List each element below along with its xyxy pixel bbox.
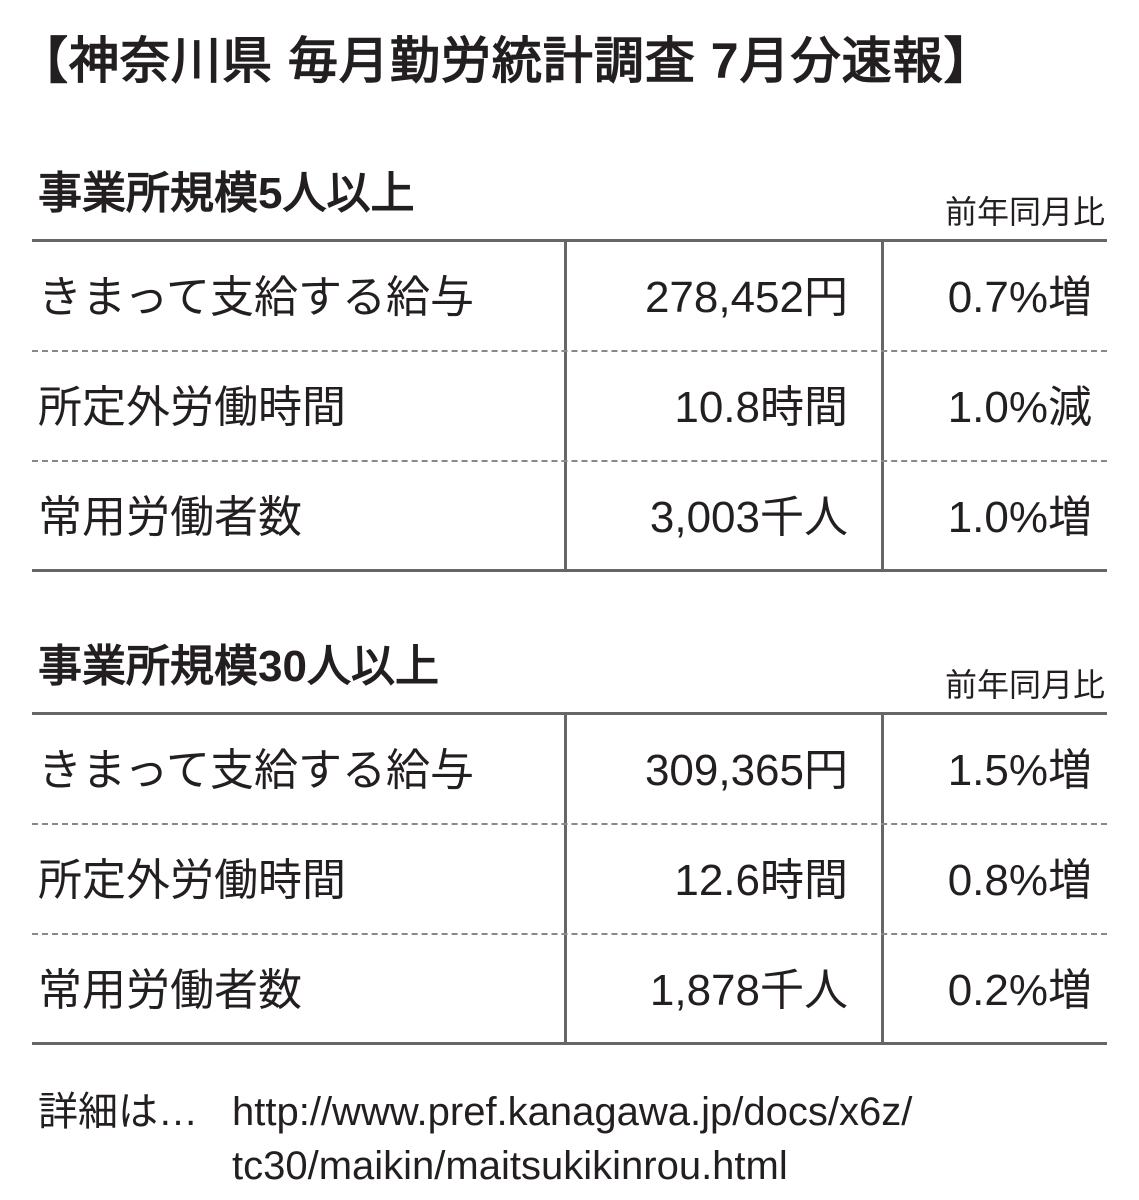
value-cell: 1,878千人	[649, 966, 848, 1015]
row-divider	[32, 350, 1107, 352]
footer-url: tc30/maikin/maitsukikinrou.html	[232, 1144, 788, 1188]
title: 【神奈川県 毎月勤労統計調査 7月分速報】	[18, 33, 995, 89]
table-border	[32, 1042, 1107, 1045]
section-heading: 事業所規模30人以上	[38, 642, 439, 691]
change-cell: 1.5%増	[947, 746, 1092, 795]
value-cell: 3,003千人	[649, 493, 848, 542]
table-border	[32, 712, 1107, 715]
change-cell: 0.2%増	[947, 966, 1092, 1015]
column-divider	[881, 240, 884, 570]
change-cell: 1.0%増	[947, 493, 1092, 542]
value-cell: 12.6時間	[674, 856, 848, 905]
row-label: 所定外労働時間	[38, 383, 346, 432]
change-cell: 0.7%増	[947, 273, 1092, 322]
section-heading: 事業所規模5人以上	[38, 169, 415, 218]
row-divider	[32, 460, 1107, 462]
change-cell: 0.8%増	[947, 856, 1092, 905]
row-label: 所定外労働時間	[38, 856, 346, 905]
row-divider	[32, 823, 1107, 825]
column-divider	[881, 713, 884, 1043]
table-border	[32, 569, 1107, 572]
row-label: 常用労働者数	[38, 966, 302, 1015]
row-label: きまって支給する給与	[38, 273, 475, 322]
row-label: きまって支給する給与	[38, 746, 475, 795]
value-cell: 10.8時間	[674, 383, 848, 432]
column-note: 前年同月比	[944, 667, 1105, 703]
column-divider	[564, 713, 567, 1043]
row-label: 常用労働者数	[38, 493, 302, 542]
table-border	[32, 239, 1107, 242]
row-divider	[32, 933, 1107, 935]
footer-label: 詳細は…	[38, 1090, 198, 1134]
column-divider	[564, 240, 567, 570]
change-cell: 1.0%減	[947, 383, 1092, 432]
value-cell: 278,452円	[644, 273, 848, 322]
value-cell: 309,365円	[644, 746, 848, 795]
footer-url: http://www.pref.kanagawa.jp/docs/x6z/	[232, 1090, 913, 1134]
column-note: 前年同月比	[944, 194, 1105, 230]
